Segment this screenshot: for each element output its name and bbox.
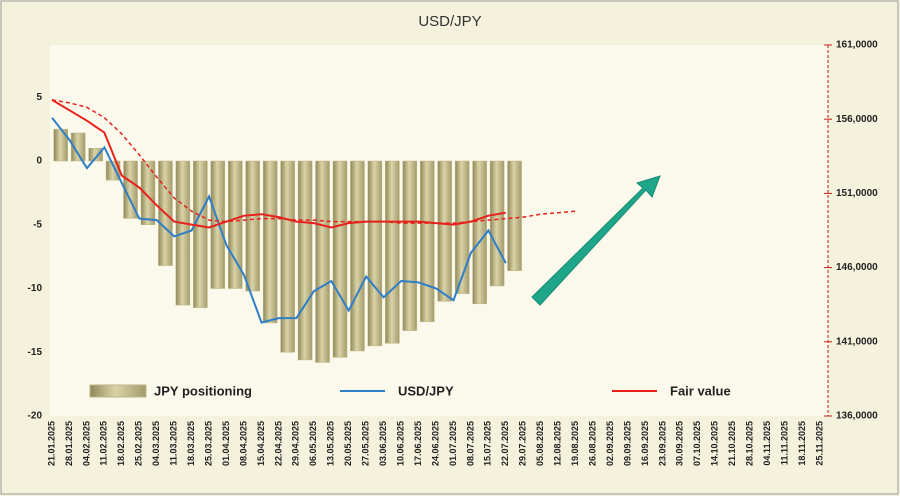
- x-tick-label: 11.02.2025: [99, 421, 109, 466]
- legend-label: Fair value: [670, 383, 731, 398]
- x-tick-label: 24.06.2025: [430, 421, 440, 466]
- bar: [123, 160, 138, 219]
- y-tick-label: -15: [28, 347, 43, 358]
- bar: [262, 160, 278, 324]
- x-tick-label: 02.09.2025: [605, 421, 615, 466]
- y2-tick-label: 136,0000: [836, 411, 878, 422]
- x-tick-label: 15.04.2025: [256, 421, 266, 466]
- x-tick-label: 18.11.2025: [797, 421, 807, 466]
- bar: [507, 160, 522, 271]
- x-tick-label: 29.07.2025: [518, 421, 528, 466]
- line: [51, 117, 507, 324]
- bar: [489, 160, 505, 287]
- bar: [70, 132, 86, 162]
- x-tick-label: 18.03.2025: [186, 421, 196, 466]
- x-tick-label: 22.07.2025: [500, 421, 510, 466]
- bar: [402, 160, 418, 331]
- x-tick-label: 04.03.2025: [151, 421, 161, 466]
- line: [51, 99, 576, 224]
- bar: [332, 160, 348, 358]
- x-tick-label: 11.11.2025: [779, 421, 789, 465]
- bar: [437, 160, 452, 302]
- x-tick-label: 01.07.2025: [448, 421, 458, 466]
- x-tick-label: 01.04.2025: [221, 421, 231, 466]
- x-tick-label: 12.08.2025: [553, 421, 563, 466]
- x-tick-label: 23.09.2025: [657, 421, 667, 466]
- chart-title: USD/JPY: [418, 13, 481, 30]
- x-tick-label: 29.04.2025: [291, 421, 301, 466]
- x-tick-label: 21.01.2025: [46, 421, 56, 466]
- x-tick-label: 03.06.2025: [378, 421, 388, 466]
- x-tick-label: 06.05.2025: [308, 421, 318, 466]
- x-tick-label: 13.05.2025: [326, 421, 336, 466]
- legend-swatch: [89, 384, 147, 398]
- bar: [367, 160, 383, 347]
- bar: [245, 160, 260, 292]
- x-tick-label: 11.03.2025: [169, 421, 179, 466]
- x-tick-label: 15.07.2025: [483, 421, 493, 466]
- legend-label: JPY positioning: [154, 383, 252, 398]
- bar: [350, 160, 365, 352]
- x-tick-label: 20.05.2025: [343, 421, 353, 466]
- bar: [88, 148, 103, 162]
- x-tick-label: 30.09.2025: [675, 421, 685, 466]
- bar: [193, 160, 208, 308]
- x-tick-label: 08.07.2025: [465, 421, 475, 466]
- legend-label: USD/JPY: [398, 383, 454, 398]
- trend-arrow: [531, 175, 661, 306]
- bar: [280, 160, 295, 353]
- x-tick-label: 19.08.2025: [570, 421, 580, 466]
- y-tick-label: -10: [28, 283, 43, 294]
- x-tick-label: 18.02.2025: [116, 421, 126, 466]
- y-tick-label: 5: [36, 92, 42, 103]
- line: [51, 99, 506, 229]
- x-tick-label: 16.09.2025: [640, 421, 650, 466]
- x-tick-label: 09.09.2025: [622, 421, 632, 466]
- bar: [297, 160, 313, 361]
- bar: [315, 160, 330, 363]
- x-tick-label: 17.06.2025: [413, 421, 423, 466]
- x-tick-label: 25.02.2025: [134, 421, 144, 466]
- x-tick-label: 05.08.2025: [535, 421, 545, 466]
- x-tick-label: 22.04.2025: [273, 421, 283, 466]
- x-tick-label: 26.08.2025: [587, 421, 597, 466]
- y-tick-label: 0: [36, 156, 42, 167]
- x-tick-label: 07.10.2025: [692, 421, 702, 466]
- x-tick-label: 28.10.2025: [745, 421, 755, 466]
- x-tick-label: 14.10.2025: [710, 421, 720, 466]
- x-tick-label: 08.04.2025: [238, 421, 248, 466]
- bar: [385, 160, 400, 344]
- x-tick-label: 27.05.2025: [361, 421, 371, 466]
- bar: [454, 160, 470, 294]
- x-tick-label: 28.01.2025: [64, 421, 74, 466]
- y2-tick-label: 146,0000: [836, 262, 878, 273]
- y2-tick-label: 151,0000: [836, 188, 878, 199]
- x-tick-label: 25.11.2025: [814, 421, 824, 466]
- bar: [140, 160, 156, 226]
- y-tick-label: -5: [33, 219, 42, 230]
- bar: [472, 160, 487, 305]
- x-tick-label: 04.02.2025: [81, 421, 91, 466]
- x-tick-label: 04.11.2025: [762, 421, 772, 466]
- x-tick-label: 21.10.2025: [727, 421, 737, 466]
- x-tick-label: 25.03.2025: [203, 421, 213, 466]
- y2-tick-label: 156,0000: [836, 114, 878, 125]
- y2-tick-label: 141,0000: [836, 336, 878, 347]
- y-tick-label: -20: [28, 411, 43, 422]
- bar: [228, 160, 243, 289]
- x-tick-label: 10.06.2025: [395, 421, 405, 466]
- y2-tick-label: 161,0000: [836, 40, 878, 51]
- bar: [420, 160, 435, 322]
